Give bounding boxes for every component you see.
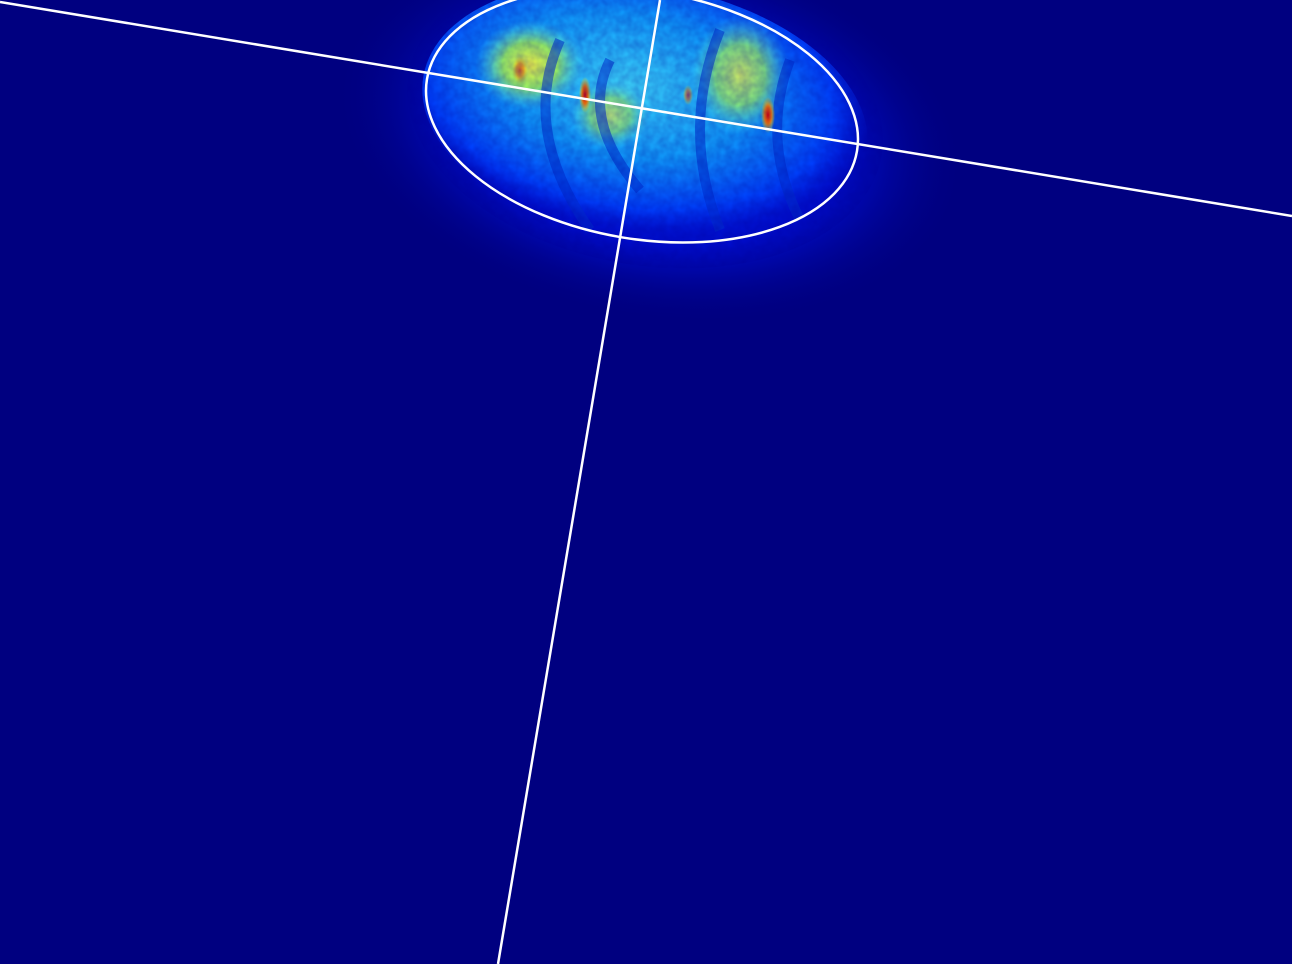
beam-ellipse	[424, 0, 860, 244]
minor-axis-line	[496, 0, 662, 964]
major-axis-line	[0, 0, 1292, 218]
beam-intensity	[333, 0, 967, 326]
